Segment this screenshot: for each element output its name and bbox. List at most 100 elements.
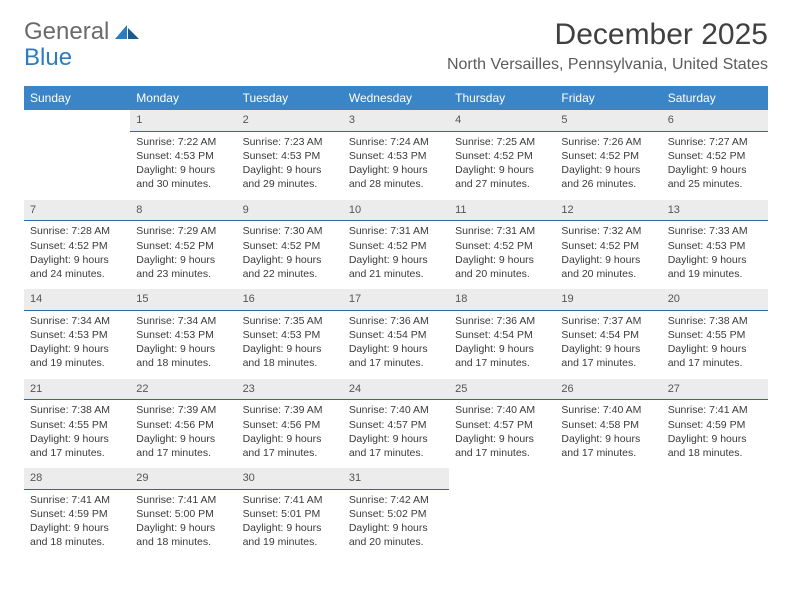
logo-sail-icon <box>113 23 141 41</box>
day-line: Daylight: 9 hours <box>136 163 230 177</box>
day-line: Daylight: 9 hours <box>136 432 230 446</box>
day-line: Sunrise: 7:39 AM <box>243 403 337 417</box>
day-number: 24 <box>343 379 449 401</box>
calendar-cell: 15Sunrise: 7:34 AMSunset: 4:53 PMDayligh… <box>130 289 236 379</box>
day-line: Daylight: 9 hours <box>136 342 230 356</box>
day-line: Sunrise: 7:31 AM <box>349 224 443 238</box>
day-line: Sunset: 5:01 PM <box>243 507 337 521</box>
day-line: Sunrise: 7:24 AM <box>349 135 443 149</box>
calendar-cell: 9Sunrise: 7:30 AMSunset: 4:52 PMDaylight… <box>237 200 343 290</box>
day-line: Sunrise: 7:38 AM <box>30 403 124 417</box>
weekday-header: Saturday <box>662 86 768 110</box>
calendar-cell: 28Sunrise: 7:41 AMSunset: 4:59 PMDayligh… <box>24 468 130 558</box>
calendar-week-row: 28Sunrise: 7:41 AMSunset: 4:59 PMDayligh… <box>24 468 768 558</box>
day-details: Sunrise: 7:36 AMSunset: 4:54 PMDaylight:… <box>449 311 555 379</box>
day-line: Daylight: 9 hours <box>668 253 762 267</box>
day-details: Sunrise: 7:23 AMSunset: 4:53 PMDaylight:… <box>237 132 343 200</box>
calendar-cell: 10Sunrise: 7:31 AMSunset: 4:52 PMDayligh… <box>343 200 449 290</box>
day-line: Daylight: 9 hours <box>455 342 549 356</box>
day-line: Sunrise: 7:30 AM <box>243 224 337 238</box>
day-number: 13 <box>662 200 768 222</box>
day-line: Sunrise: 7:42 AM <box>349 493 443 507</box>
day-line: and 17 minutes. <box>561 356 655 370</box>
day-details: Sunrise: 7:39 AMSunset: 4:56 PMDaylight:… <box>130 400 236 468</box>
day-details: Sunrise: 7:22 AMSunset: 4:53 PMDaylight:… <box>130 132 236 200</box>
calendar-cell <box>449 468 555 558</box>
day-number: 2 <box>237 110 343 132</box>
calendar-cell: 23Sunrise: 7:39 AMSunset: 4:56 PMDayligh… <box>237 379 343 469</box>
day-number: 5 <box>555 110 661 132</box>
day-details: Sunrise: 7:40 AMSunset: 4:58 PMDaylight:… <box>555 400 661 468</box>
day-line: Daylight: 9 hours <box>455 163 549 177</box>
calendar-week-row: 21Sunrise: 7:38 AMSunset: 4:55 PMDayligh… <box>24 379 768 469</box>
day-details: Sunrise: 7:26 AMSunset: 4:52 PMDaylight:… <box>555 132 661 200</box>
day-line: Sunrise: 7:22 AM <box>136 135 230 149</box>
logo: General Blue <box>24 18 154 72</box>
logo-text-blue: Blue <box>24 44 72 72</box>
day-number: 7 <box>24 200 130 222</box>
day-line: Daylight: 9 hours <box>243 432 337 446</box>
weekday-header: Monday <box>130 86 236 110</box>
day-details: Sunrise: 7:25 AMSunset: 4:52 PMDaylight:… <box>449 132 555 200</box>
day-line: Daylight: 9 hours <box>30 342 124 356</box>
day-line: and 18 minutes. <box>243 356 337 370</box>
day-line: Sunset: 4:53 PM <box>349 149 443 163</box>
day-line: Sunrise: 7:41 AM <box>668 403 762 417</box>
day-line: Sunset: 4:53 PM <box>136 328 230 342</box>
day-number: 12 <box>555 200 661 222</box>
day-number: 16 <box>237 289 343 311</box>
day-line: Sunset: 4:52 PM <box>455 149 549 163</box>
day-line: Sunset: 4:52 PM <box>561 149 655 163</box>
day-line: Daylight: 9 hours <box>136 253 230 267</box>
day-line: and 17 minutes. <box>349 356 443 370</box>
day-line: Sunrise: 7:38 AM <box>668 314 762 328</box>
day-details: Sunrise: 7:38 AMSunset: 4:55 PMDaylight:… <box>662 311 768 379</box>
calendar-cell <box>555 468 661 558</box>
day-number: 29 <box>130 468 236 490</box>
calendar-cell: 13Sunrise: 7:33 AMSunset: 4:53 PMDayligh… <box>662 200 768 290</box>
day-details: Sunrise: 7:27 AMSunset: 4:52 PMDaylight:… <box>662 132 768 200</box>
day-details: Sunrise: 7:34 AMSunset: 4:53 PMDaylight:… <box>24 311 130 379</box>
weekday-header: Wednesday <box>343 86 449 110</box>
day-line: Sunrise: 7:39 AM <box>136 403 230 417</box>
day-line: Daylight: 9 hours <box>243 253 337 267</box>
day-number: 21 <box>24 379 130 401</box>
weekday-header: Tuesday <box>237 86 343 110</box>
calendar-week-row: 1Sunrise: 7:22 AMSunset: 4:53 PMDaylight… <box>24 110 768 200</box>
day-details: Sunrise: 7:38 AMSunset: 4:55 PMDaylight:… <box>24 400 130 468</box>
day-line: Daylight: 9 hours <box>30 432 124 446</box>
weekday-header: Sunday <box>24 86 130 110</box>
day-number: 30 <box>237 468 343 490</box>
calendar-cell: 26Sunrise: 7:40 AMSunset: 4:58 PMDayligh… <box>555 379 661 469</box>
calendar-cell: 8Sunrise: 7:29 AMSunset: 4:52 PMDaylight… <box>130 200 236 290</box>
calendar-cell: 3Sunrise: 7:24 AMSunset: 4:53 PMDaylight… <box>343 110 449 200</box>
day-details: Sunrise: 7:31 AMSunset: 4:52 PMDaylight:… <box>343 221 449 289</box>
day-line: Daylight: 9 hours <box>243 342 337 356</box>
day-line: Daylight: 9 hours <box>561 432 655 446</box>
day-line: Sunrise: 7:36 AM <box>349 314 443 328</box>
day-line: Sunset: 4:52 PM <box>455 239 549 253</box>
calendar-cell: 11Sunrise: 7:31 AMSunset: 4:52 PMDayligh… <box>449 200 555 290</box>
day-line: and 19 minutes. <box>30 356 124 370</box>
day-line: and 20 minutes. <box>561 267 655 281</box>
calendar-cell: 20Sunrise: 7:38 AMSunset: 4:55 PMDayligh… <box>662 289 768 379</box>
calendar-cell: 27Sunrise: 7:41 AMSunset: 4:59 PMDayligh… <box>662 379 768 469</box>
day-line: Sunrise: 7:29 AM <box>136 224 230 238</box>
day-line: Daylight: 9 hours <box>561 342 655 356</box>
calendar-table: SundayMondayTuesdayWednesdayThursdayFrid… <box>24 86 768 558</box>
day-line: Sunrise: 7:41 AM <box>136 493 230 507</box>
day-line: Daylight: 9 hours <box>349 253 443 267</box>
logo-text-general: General <box>24 18 109 46</box>
day-line: Sunset: 4:53 PM <box>136 149 230 163</box>
day-line: Sunrise: 7:40 AM <box>455 403 549 417</box>
day-line: Daylight: 9 hours <box>349 432 443 446</box>
day-details: Sunrise: 7:33 AMSunset: 4:53 PMDaylight:… <box>662 221 768 289</box>
day-line: Daylight: 9 hours <box>30 253 124 267</box>
day-number: 11 <box>449 200 555 222</box>
calendar-cell: 1Sunrise: 7:22 AMSunset: 4:53 PMDaylight… <box>130 110 236 200</box>
day-line: Daylight: 9 hours <box>668 342 762 356</box>
day-number: 31 <box>343 468 449 490</box>
calendar-cell: 30Sunrise: 7:41 AMSunset: 5:01 PMDayligh… <box>237 468 343 558</box>
day-line: and 17 minutes. <box>561 446 655 460</box>
day-line: Daylight: 9 hours <box>30 521 124 535</box>
